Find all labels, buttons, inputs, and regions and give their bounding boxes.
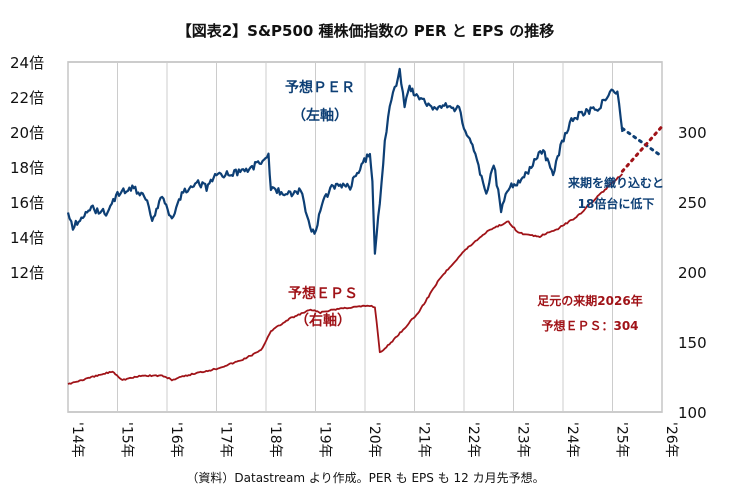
left-tick-label: 14倍	[10, 229, 44, 247]
right-tick-label: 250	[678, 194, 707, 212]
left-tick-label: 18倍	[10, 159, 44, 177]
per-note-2: 18倍台に低下	[578, 196, 655, 211]
x-tick-label: '25年	[614, 422, 630, 458]
projection-line-eps	[620, 124, 664, 173]
x-tick-label: '22年	[465, 422, 481, 458]
right-tick-label: 200	[678, 264, 707, 282]
projection-line-per	[620, 127, 664, 158]
left-tick-label: 22倍	[10, 89, 44, 107]
right-tick-label: 300	[678, 124, 707, 142]
left-tick-label: 12倍	[10, 264, 44, 282]
per-note-1: 来期を織り込むと	[567, 175, 664, 190]
eps-note-1: 足元の来期2026年	[537, 293, 642, 308]
left-tick-label: 24倍	[10, 54, 44, 72]
eps-axis-label: （右軸）	[295, 312, 351, 329]
x-tick-label: '17年	[218, 422, 234, 458]
series-line-per	[66, 67, 624, 255]
x-tick-label: '16年	[168, 422, 184, 458]
x-tick-label: '14年	[69, 422, 85, 458]
source-note: （資料）Datastream より作成。PER も EPS も 12 カ月先予想…	[186, 471, 545, 485]
left-tick-label: 16倍	[10, 194, 44, 212]
x-tick-label: '24年	[564, 422, 580, 458]
x-tick-label: '26年	[663, 422, 679, 458]
x-tick-label: '23年	[515, 422, 531, 458]
right-tick-label: 100	[678, 404, 707, 422]
right-tick-label: 150	[678, 334, 707, 352]
series-line-eps	[67, 173, 624, 385]
x-tick-label: '15年	[119, 422, 135, 458]
x-tick-label: '18年	[267, 422, 283, 458]
eps-label: 予想ＥＰＳ	[288, 285, 358, 302]
x-tick-label: '19年	[317, 422, 333, 458]
eps-note-2: 予想ＥＰＳ：304	[541, 318, 638, 333]
chart-title: 【図表2】S&P500 種株価指数の PER と EPS の推移	[176, 22, 555, 40]
per-axis-label: （左軸）	[292, 107, 348, 124]
x-tick-label: '21年	[416, 422, 432, 458]
left-tick-label: 20倍	[10, 124, 44, 142]
per-label: 予想ＰＥＲ	[285, 79, 355, 96]
x-tick-label: '20年	[366, 422, 382, 458]
